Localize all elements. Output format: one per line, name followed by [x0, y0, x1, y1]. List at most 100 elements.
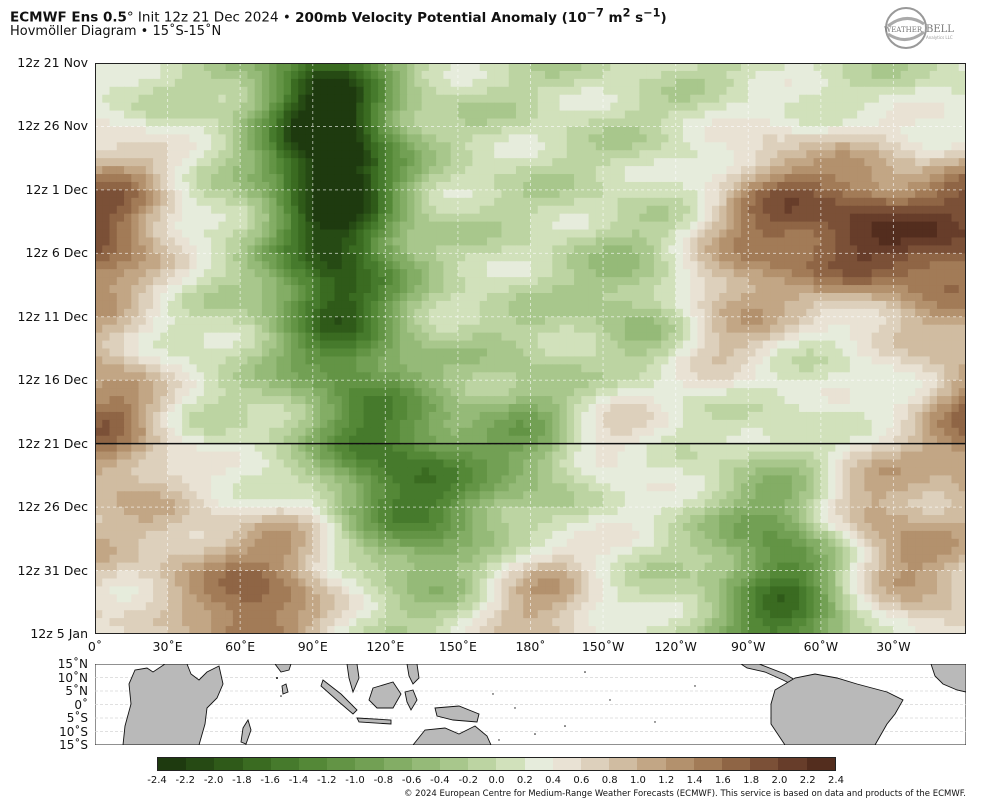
heatmap-cell: [261, 118, 270, 128]
heatmap-cell: [341, 292, 350, 302]
heatmap-cell: [203, 205, 212, 215]
heatmap-cell: [203, 269, 212, 278]
heatmap-cell: [95, 277, 103, 286]
heatmap-cell: [704, 340, 713, 350]
heatmap-cell: [109, 86, 118, 96]
heatmap-cell: [356, 237, 365, 246]
heatmap-cell: [443, 197, 452, 207]
heatmap-cell: [574, 134, 582, 143]
heatmap-cell: [907, 245, 916, 254]
heatmap-cell: [755, 110, 764, 120]
heatmap-cell: [581, 86, 590, 96]
heatmap-cell: [581, 126, 590, 135]
heatmap-cell: [399, 118, 408, 128]
heatmap-cell: [755, 348, 764, 358]
heatmap-cell: [385, 189, 394, 199]
heatmap-cell: [436, 229, 444, 239]
heatmap-cell: [958, 102, 966, 112]
heatmap-cell: [182, 126, 190, 135]
heatmap-cell: [682, 134, 691, 143]
heatmap-cell: [232, 237, 241, 246]
heatmap-cell: [907, 324, 916, 334]
heatmap-cell: [574, 364, 582, 373]
heatmap-cell: [428, 134, 437, 143]
heatmap-cell: [893, 285, 902, 294]
heatmap-cell: [907, 63, 916, 72]
heatmap-cell: [842, 277, 851, 286]
heatmap-cell: [849, 372, 858, 381]
heatmap-cell: [922, 316, 931, 326]
heatmap-cell: [748, 181, 757, 191]
heatmap-cell: [820, 150, 829, 159]
heatmap-cell: [501, 78, 510, 88]
heatmap-cell: [755, 292, 764, 302]
heatmap-cell: [661, 86, 670, 96]
heatmap-cell: [704, 205, 713, 215]
heatmap-cell: [682, 316, 691, 326]
heatmap-cell: [472, 118, 481, 128]
heatmap-cell: [240, 213, 249, 223]
heatmap-cell: [457, 324, 466, 334]
heatmap-cell: [327, 348, 336, 358]
heatmap-cell: [290, 245, 299, 254]
heatmap-cell: [124, 174, 132, 183]
heatmap-cell: [269, 197, 278, 207]
heatmap-cell: [835, 332, 844, 342]
heatmap-cell: [864, 205, 873, 215]
heatmap-cell: [320, 269, 328, 278]
heatmap-cell: [182, 229, 190, 239]
heatmap-cell: [820, 324, 829, 334]
heatmap-cell: [261, 126, 270, 135]
heatmap-cell: [537, 229, 546, 239]
heatmap-cell: [370, 221, 379, 231]
heatmap-cell: [922, 189, 931, 199]
heatmap-cell: [900, 229, 909, 239]
heatmap-cell: [929, 102, 938, 112]
heatmap-cell: [813, 213, 822, 223]
heatmap-cell: [167, 269, 176, 278]
heatmap-cell: [378, 205, 386, 215]
heatmap-cell: [407, 102, 415, 112]
heatmap-cell: [479, 292, 488, 302]
heatmap-cell: [820, 118, 829, 128]
heatmap-cell: [523, 213, 532, 223]
heatmap-cell: [559, 174, 568, 183]
heatmap-cell: [232, 372, 241, 381]
heatmap-cell: [595, 332, 604, 342]
heatmap-cell: [740, 245, 749, 254]
heatmap-cell: [486, 372, 495, 381]
heatmap-cell: [581, 261, 590, 270]
heatmap-cell: [668, 118, 677, 128]
heatmap-cell: [421, 221, 430, 231]
heatmap-cell: [929, 189, 938, 199]
heatmap-cell: [799, 324, 807, 334]
heatmap-cell: [733, 332, 742, 342]
heatmap-cell: [203, 332, 212, 342]
heatmap-cell: [871, 142, 880, 151]
heatmap-cell: [349, 356, 357, 365]
heatmap-cell: [465, 134, 474, 143]
heatmap-cell: [733, 174, 742, 183]
heatmap-cell: [603, 78, 611, 88]
heatmap-cell: [327, 300, 336, 310]
heatmap-cell: [218, 63, 227, 72]
heatmap-cell: [334, 269, 343, 278]
heatmap-cell: [196, 316, 205, 326]
heatmap-cell: [218, 253, 227, 262]
heatmap-cell: [755, 205, 764, 215]
heatmap-cell: [762, 221, 771, 231]
heatmap-cell: [320, 380, 328, 389]
heatmap-cell: [240, 86, 249, 96]
heatmap-cell: [820, 197, 829, 207]
heatmap-cell: [182, 364, 190, 373]
heatmap-cell: [632, 150, 640, 159]
heatmap-cell: [958, 197, 966, 207]
heatmap-cell: [443, 78, 452, 88]
heatmap-cell: [603, 348, 611, 358]
heatmap-cell: [697, 94, 706, 104]
heatmap-cell: [624, 348, 633, 358]
heatmap-cell: [639, 348, 648, 358]
heatmap-cell: [755, 221, 764, 231]
heatmap-cell: [958, 63, 966, 72]
heatmap-cell: [603, 166, 611, 175]
